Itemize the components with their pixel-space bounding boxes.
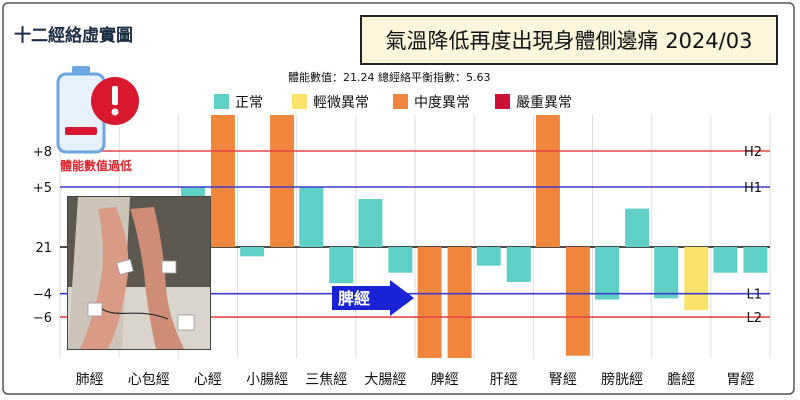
bar — [595, 247, 620, 300]
chart-brand-title: 十二經絡虛實圖 — [14, 26, 133, 46]
x-tick-label: 心經 — [194, 372, 222, 388]
legend-label: 正常 — [235, 95, 263, 111]
legend-label: 輕微異常 — [313, 95, 369, 111]
x-tick-label: 膀胱經 — [601, 371, 643, 388]
x-tick-label: 三焦經 — [305, 372, 347, 388]
bar — [447, 247, 472, 358]
bar — [417, 247, 442, 358]
bar — [358, 199, 383, 247]
bar — [329, 247, 354, 284]
y-tick-label: −6 — [33, 311, 52, 326]
reference-line-label: L2 — [746, 311, 762, 326]
battery-warning-label: 體能數值過低 — [60, 159, 133, 173]
x-tick-label: 腎經 — [549, 372, 577, 388]
y-tick-label: +5 — [33, 181, 52, 196]
bar — [654, 247, 679, 299]
bar — [270, 115, 295, 247]
x-tick-label: 胃經 — [726, 372, 754, 388]
reference-line-label: H1 — [744, 181, 762, 196]
bar — [684, 247, 709, 311]
reference-line-label: H2 — [744, 145, 762, 160]
leg-photo — [67, 196, 211, 350]
bar — [210, 115, 235, 247]
x-tick-label: 肺經 — [76, 372, 104, 388]
x-tick-label: 肝經 — [490, 372, 518, 388]
legend-swatch — [495, 94, 510, 109]
y-tick-label: 21 — [35, 241, 52, 256]
chart-frame — [2, 2, 795, 395]
battery-low-warning-icon — [56, 66, 139, 154]
bar — [240, 247, 265, 257]
reference-line-label: L1 — [746, 288, 762, 303]
x-tick-label: 小腸經 — [246, 372, 288, 388]
bar — [565, 247, 590, 356]
page-title: 氣溫降低再度出現身體側邊痛 2024/03 — [360, 15, 778, 65]
bar — [535, 115, 560, 247]
legend-label: 嚴重異常 — [516, 95, 572, 111]
legend-label: 中度異常 — [414, 95, 470, 111]
bar — [713, 247, 738, 273]
right-arrow-icon — [332, 280, 414, 316]
x-tick-label: 膽經 — [667, 371, 695, 388]
summary-text: 體能數值：21.24 總經絡平衡指數：5.63 — [288, 71, 491, 84]
leg-photo-illustration — [68, 197, 210, 349]
legend-swatch — [393, 94, 408, 109]
bar — [476, 247, 501, 266]
bar — [299, 187, 324, 247]
y-tick-label: −4 — [33, 288, 52, 303]
legend-swatch — [292, 94, 307, 109]
spleen-annotation-label: 脾經 — [338, 289, 371, 308]
bar — [388, 247, 413, 273]
bar — [743, 247, 768, 273]
x-tick-label: 大腸經 — [364, 372, 406, 388]
bar — [506, 247, 531, 283]
bar — [625, 208, 650, 247]
x-tick-label: 脾經 — [431, 372, 459, 388]
y-tick-label: +8 — [33, 145, 52, 160]
legend-swatch — [214, 94, 229, 109]
x-tick-label: 心包經 — [128, 372, 170, 388]
